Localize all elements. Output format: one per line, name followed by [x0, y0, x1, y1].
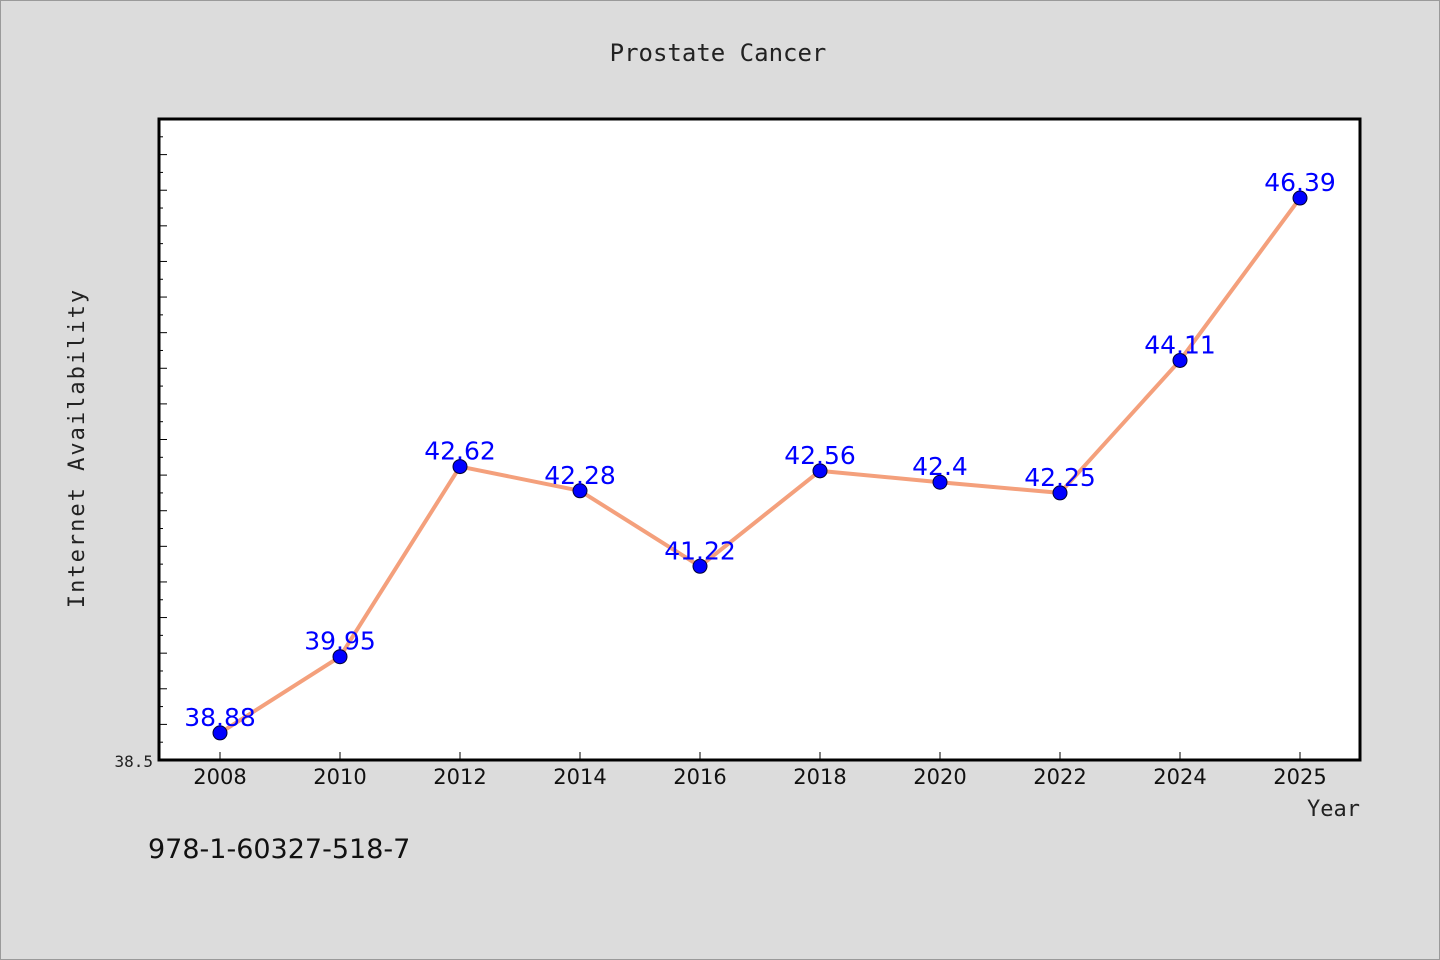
x-axis-label: Year	[1307, 797, 1360, 822]
data-label: 42.56	[784, 441, 856, 470]
data-point	[932, 474, 948, 490]
data-point	[572, 483, 588, 499]
y-axis-ticks	[159, 118, 167, 761]
data-label: 42.4	[912, 452, 968, 481]
data-label: 42.62	[424, 437, 496, 466]
data-point	[812, 463, 828, 479]
data-point	[332, 649, 348, 665]
x-axis-ticks: 2008 2010 2012 2014 2016 2018 2020 2022 2024 2025	[193, 752, 1327, 789]
x-tick-label: 2010	[313, 765, 366, 789]
x-tick-label: 2018	[793, 765, 846, 789]
data-point	[1172, 352, 1188, 368]
series-layer: 38.88 39.95 42.62 42.28 41.22 42.56 42.4 42.25 4…	[184, 168, 1336, 741]
chart-title: Prostate Cancer	[610, 39, 827, 67]
data-label: 46.39	[1264, 168, 1336, 197]
plot-area	[157, 117, 1362, 762]
data-point	[452, 459, 468, 475]
data-point	[212, 725, 228, 741]
data-label: 42.25	[1024, 463, 1096, 492]
x-tick-label: 2014	[553, 765, 606, 789]
footer-text: 978-1-60327-518-7	[148, 834, 411, 865]
x-tick-label: 2025	[1273, 765, 1326, 789]
data-label: 38.88	[184, 703, 256, 732]
data-label: 39.95	[304, 627, 376, 656]
x-tick-label: 2008	[193, 765, 246, 789]
data-label: 41.22	[664, 536, 736, 565]
x-tick-label: 2016	[673, 765, 726, 789]
x-tick-label: 2022	[1033, 765, 1086, 789]
y-axis-label: Internet Availability	[65, 288, 90, 608]
x-tick-label: 2020	[913, 765, 966, 789]
y-tick-label: 38.5	[114, 752, 153, 771]
data-point	[1052, 485, 1068, 501]
data-label: 42.28	[544, 461, 616, 490]
x-tick-label: 2024	[1153, 765, 1206, 789]
data-point	[1292, 190, 1308, 206]
series-line	[218, 196, 1302, 735]
data-point	[692, 558, 708, 574]
x-tick-label: 2012	[433, 765, 486, 789]
data-label: 44.11	[1144, 330, 1216, 359]
